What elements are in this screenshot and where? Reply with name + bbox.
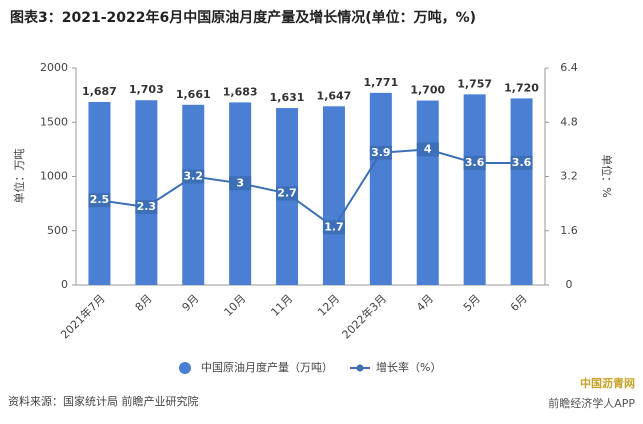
point-label-box: [322, 220, 345, 235]
legend-label: 中国原油月度产量（万吨）: [201, 360, 333, 374]
x-tick-label: 12月: [315, 292, 342, 319]
bar: [369, 92, 392, 285]
point-label: 1.7: [324, 220, 344, 233]
source-note: 资料来源：国家统计局 前瞻产业研究院: [8, 394, 199, 408]
x-tick-label: 9月: [180, 292, 202, 314]
y2-tick-label: 3.2: [560, 170, 578, 183]
bar: [229, 102, 252, 285]
x-tick-label: 10月: [222, 292, 249, 319]
legend-label: 增长率（%）: [376, 360, 441, 374]
x-tick-label: 4月: [414, 292, 436, 314]
bar-value-label: 1,631: [270, 91, 305, 104]
point-label: 3.6: [465, 156, 485, 169]
y2-axis-label: 单位：%: [600, 154, 614, 197]
y2-tick-label: 4.8: [560, 115, 578, 128]
legend-marker: [356, 364, 364, 372]
point-label: 2.5: [90, 193, 110, 206]
x-tick-label: 6月: [508, 292, 530, 314]
point-label: 3.2: [184, 170, 204, 183]
bar-value-label: 1,683: [223, 85, 258, 98]
point-label-box: [88, 193, 111, 208]
y2-tick-label: 6.4: [560, 61, 578, 74]
bar-value-label: 1,703: [129, 83, 164, 96]
point-label-box: [369, 145, 392, 160]
point-label-box: [416, 142, 439, 157]
point-label: 2.3: [137, 200, 157, 213]
point-label-box: [229, 176, 252, 191]
bar: [510, 98, 533, 285]
y2-tick-label: 0: [566, 278, 573, 291]
bar-value-label: 1,771: [363, 76, 398, 89]
y2-tick-label: 1.6: [560, 224, 578, 237]
x-tick-label: 11月: [268, 292, 295, 319]
bar: [182, 104, 205, 286]
x-tick-label: 2021年7月: [57, 291, 107, 341]
bar-value-label: 1,647: [317, 89, 352, 102]
bar-value-label: 1,720: [504, 81, 539, 94]
point-label-box: [276, 186, 299, 201]
bar: [135, 100, 158, 285]
line: [99, 148, 522, 229]
bar: [322, 106, 345, 285]
chart-title: 图表3：2021-2022年6月中国原油月度产量及增长情况(单位：万吨，%): [10, 9, 476, 26]
point-label: 3.9: [371, 146, 391, 159]
watermark: 中国沥青网: [580, 376, 635, 390]
y-tick-label: 1000: [40, 170, 68, 183]
point-label: 4: [424, 142, 432, 155]
x-tick-label: 5月: [461, 292, 483, 314]
point-label-box: [463, 155, 486, 170]
bar-value-label: 1,661: [176, 88, 211, 101]
point-label-box: [182, 169, 205, 184]
x-tick-label: 2022年3月: [339, 291, 389, 341]
legend-marker: [179, 362, 191, 374]
bar-value-label: 1,700: [410, 84, 445, 97]
bar: [416, 100, 439, 285]
bar-value-label: 1,687: [82, 85, 117, 98]
point-label-box: [510, 155, 533, 170]
y-tick-label: 500: [47, 224, 68, 237]
bar-value-label: 1,757: [457, 77, 492, 90]
point-label: 3.6: [512, 156, 532, 169]
y-tick-label: 1500: [40, 115, 68, 128]
y-tick-label: 0: [61, 278, 68, 291]
x-tick-label: 8月: [133, 292, 155, 314]
point-label: 3: [236, 176, 244, 189]
watermark: 前瞻经济学人APP: [548, 396, 635, 410]
y-axis-label: 单位：万吨: [12, 149, 26, 204]
y-tick-label: 2000: [40, 61, 68, 74]
bar: [463, 94, 486, 285]
point-label: 2.7: [277, 186, 297, 199]
point-label-box: [135, 200, 158, 215]
